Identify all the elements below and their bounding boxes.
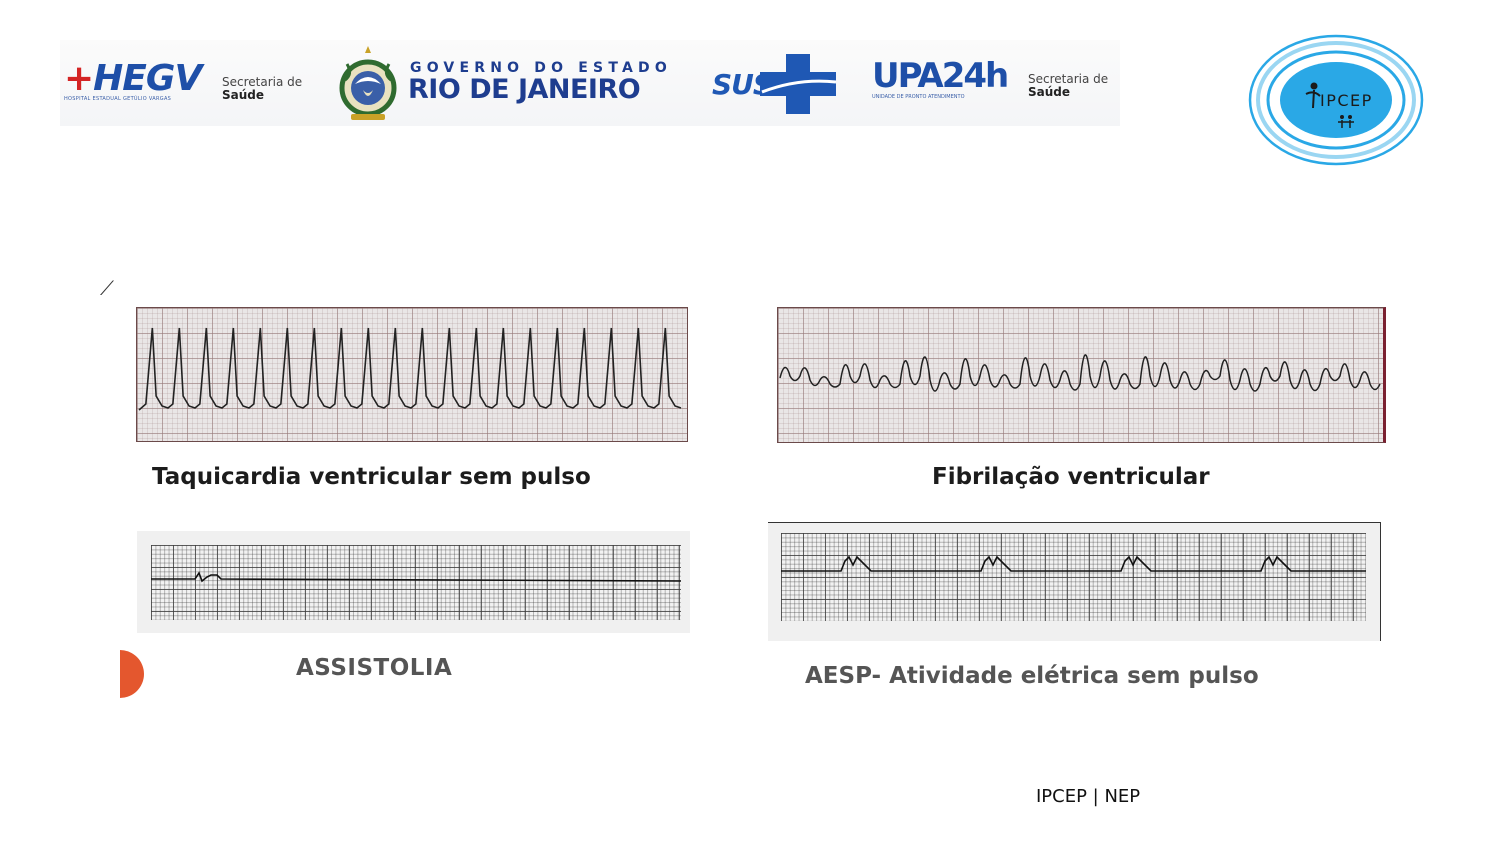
secretaria-saude-left: Secretaria de Saúde [222,75,303,102]
ecg-strip-ventricular-tachycardia [136,307,688,442]
ecg-strip-asystole [151,545,681,620]
caption-pea: AESP- Atividade elétrica sem pulso [805,663,1259,689]
ecg-trace-pea [781,555,1366,572]
stray-mark: ⟋ [100,276,114,300]
governo-line2: RIO DE JANEIRO [408,74,641,105]
rj-state-seal-icon [339,46,397,120]
hegv-subtitle: HOSPITAL ESTADUAL GETÚLIO VARGAS [64,96,172,102]
sus-cross-icon [760,54,837,114]
caption-vt: Taquicardia ventricular sem pulso [152,464,591,490]
ecg-strip-ventricular-fibrillation [777,307,1386,443]
orange-half-circle-decoration [120,650,144,698]
upa-subtitle: UNIDADE DE PRONTO ATENDIMENTO [872,94,965,100]
governo-line1: GOVERNO DO ESTADO [410,60,672,76]
upa24h-logo: UPA24h [872,56,1009,96]
ecg-trace-vt [138,327,682,411]
footer-text: IPCEP | NEP [1036,786,1141,807]
ipcep-logo-text: IPCEP [1320,91,1373,110]
hegv-logo: +HEGV [64,58,202,99]
ecg-trace-asystole [151,571,681,583]
ecg-strip-pea [781,533,1366,621]
caption-vf: Fibrilação ventricular [932,464,1210,490]
ipcep-logo: IPCEP [1248,34,1424,166]
ecg-trace-vf [779,354,1381,392]
secretaria-saude-right: Secretaria de Saúde [1028,72,1109,99]
caption-asystole: ASSISTOLIA [296,655,453,681]
logo-band [60,40,1120,126]
